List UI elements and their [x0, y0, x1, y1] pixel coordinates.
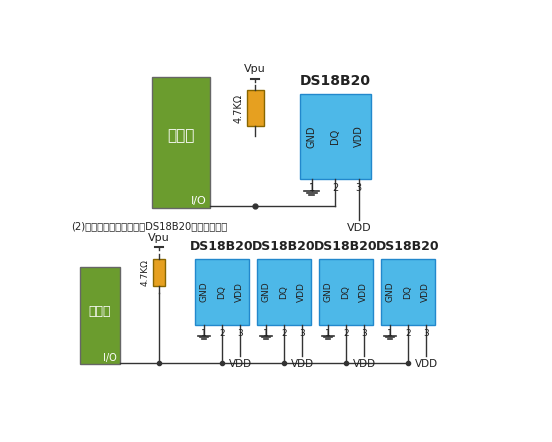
- Text: 2: 2: [219, 329, 225, 339]
- Text: DS18B20: DS18B20: [300, 74, 371, 88]
- Text: 1: 1: [201, 329, 207, 339]
- Bar: [319, 259, 373, 325]
- Text: I/O: I/O: [103, 353, 117, 362]
- Text: DS18B20: DS18B20: [314, 240, 378, 253]
- Text: 1: 1: [325, 329, 331, 339]
- Bar: [79, 267, 120, 365]
- Text: 3: 3: [361, 329, 367, 339]
- Text: VDD: VDD: [291, 358, 314, 369]
- Text: VDD: VDD: [354, 126, 364, 147]
- Bar: [195, 259, 248, 325]
- Text: 3: 3: [299, 329, 305, 339]
- Text: Vpu: Vpu: [244, 65, 266, 75]
- Text: 1: 1: [309, 183, 315, 193]
- Text: 1: 1: [263, 329, 269, 339]
- Text: 1: 1: [388, 329, 393, 339]
- Text: 单片机: 单片机: [89, 305, 112, 318]
- Text: 2: 2: [405, 329, 411, 339]
- Text: 单片机: 单片机: [168, 128, 195, 143]
- Text: VDD: VDD: [298, 282, 306, 302]
- Text: VDD: VDD: [359, 282, 368, 302]
- Text: VDD: VDD: [347, 223, 372, 233]
- Text: DQ: DQ: [404, 285, 412, 299]
- Bar: [152, 77, 210, 208]
- Text: GND: GND: [262, 282, 270, 302]
- Text: 4.7KΩ: 4.7KΩ: [233, 94, 243, 123]
- Text: VDD: VDD: [421, 282, 431, 302]
- Text: (2)外部供电模式下的多只DS18B20芯片的连接图: (2)外部供电模式下的多只DS18B20芯片的连接图: [71, 221, 227, 232]
- Text: 3: 3: [237, 329, 243, 339]
- Text: GND: GND: [386, 282, 395, 302]
- Text: DQ: DQ: [279, 285, 289, 299]
- Text: 3: 3: [423, 329, 429, 339]
- Bar: [300, 94, 370, 179]
- Text: VDD: VDD: [415, 358, 438, 369]
- Text: GND: GND: [307, 125, 317, 148]
- Bar: [257, 259, 311, 325]
- Text: 2: 2: [281, 329, 287, 339]
- Text: DS18B20: DS18B20: [376, 240, 440, 253]
- Text: DQ: DQ: [217, 285, 226, 299]
- Text: GND: GND: [200, 282, 209, 302]
- Text: DS18B20: DS18B20: [252, 240, 316, 253]
- Text: VDD: VDD: [235, 282, 245, 302]
- Text: VDD: VDD: [229, 358, 252, 369]
- Text: 2: 2: [343, 329, 349, 339]
- Text: DS18B20: DS18B20: [190, 240, 254, 253]
- Bar: [381, 259, 435, 325]
- Bar: [247, 91, 264, 126]
- Text: 3: 3: [356, 183, 362, 193]
- Text: DQ: DQ: [330, 129, 340, 144]
- Text: 2: 2: [332, 183, 338, 193]
- Text: GND: GND: [323, 282, 333, 302]
- Text: 4.7KΩ: 4.7KΩ: [140, 259, 150, 286]
- Text: I/O: I/O: [191, 196, 207, 206]
- Text: DQ: DQ: [342, 285, 351, 299]
- Text: Vpu: Vpu: [148, 233, 169, 243]
- Text: VDD: VDD: [353, 358, 376, 369]
- Bar: [153, 259, 165, 286]
